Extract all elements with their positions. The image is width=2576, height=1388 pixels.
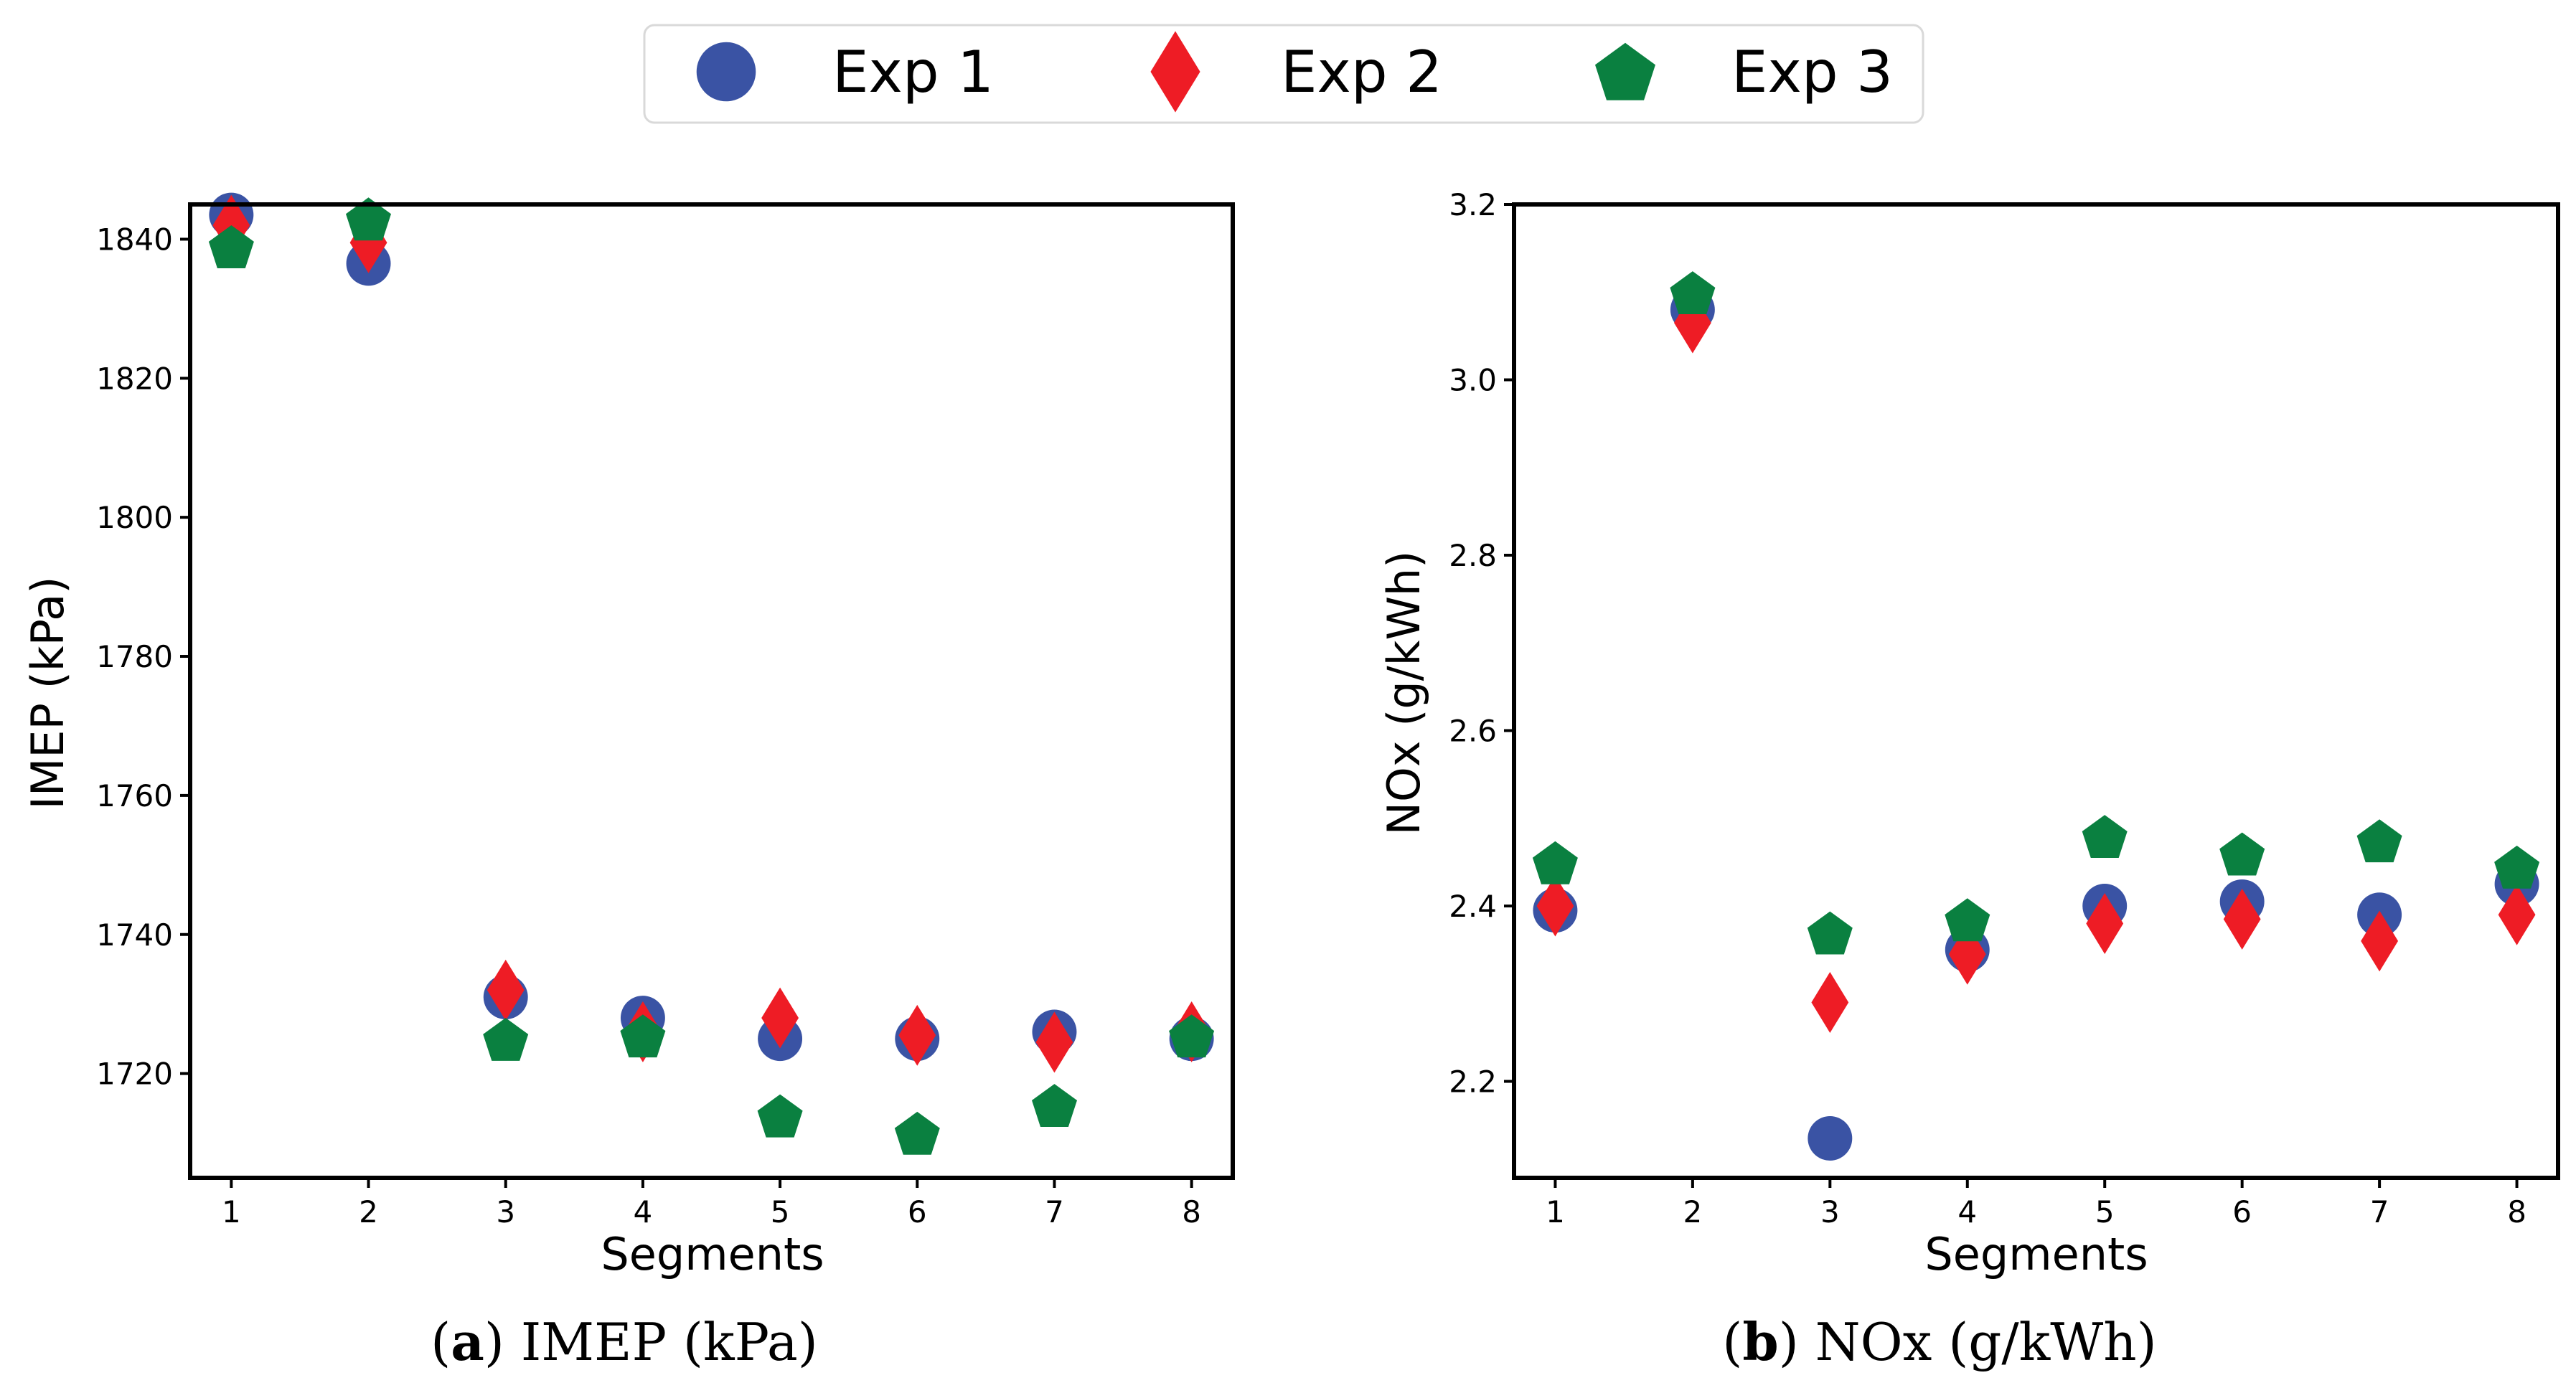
imep-x-axis-title: Segments [601, 1228, 824, 1280]
imep-x-tick-label: 2 [359, 1194, 378, 1229]
nox-point-exp2-seg6 [2223, 888, 2261, 950]
nox-x-tick-label: 5 [2095, 1194, 2115, 1229]
imep-x-tick-label: 1 [222, 1194, 241, 1229]
imep-y-tick-label: 1780 [96, 639, 173, 674]
nox-point-exp1-seg3 [1808, 1116, 1853, 1161]
legend-label-exp2: Exp 2 [1281, 39, 1442, 105]
imep-point-exp3-seg1 [208, 225, 254, 268]
legend-diamond-icon [1150, 31, 1200, 113]
imep-point-exp3-seg3 [483, 1018, 529, 1061]
nox-point-exp3-seg1 [1532, 841, 1578, 884]
imep-y-tick-label: 1760 [96, 778, 173, 813]
nox-x-tick-label: 3 [1820, 1194, 1840, 1229]
nox-point-exp2-seg8 [2498, 884, 2536, 945]
imep-x-tick-label: 6 [908, 1194, 927, 1229]
imep-point-exp3-seg8 [1169, 1014, 1215, 1058]
imep-x-tick-label: 4 [634, 1194, 653, 1229]
imep-caption-text: IMEP (kPa) [504, 1312, 818, 1372]
legend-pentagon-icon [1595, 42, 1655, 100]
nox-y-axis-title: NOx (g/kWh) [1378, 551, 1430, 836]
nox-x-tick-label: 6 [2232, 1194, 2252, 1229]
nox-point-exp3-seg2 [1670, 271, 1716, 314]
nox-y-tick-label: 3.0 [1449, 363, 1497, 398]
imep-x-tick-label: 7 [1045, 1194, 1064, 1229]
imep-point-exp3-seg2 [346, 197, 391, 241]
nox-point-exp3-seg5 [2082, 815, 2128, 858]
nox-point-exp2-seg3 [1811, 972, 1849, 1033]
nox-y-tick-label: 2.6 [1449, 714, 1497, 749]
nox-point-exp3-seg8 [2494, 845, 2540, 889]
legend: Exp 1 Exp 2 Exp 3 [643, 24, 1924, 124]
imep-point-exp2-seg6 [898, 1004, 936, 1066]
nox-point-exp2-seg7 [2361, 910, 2399, 972]
imep-x-tick-label: 8 [1182, 1194, 1201, 1229]
imep-y-tick-label: 1840 [96, 222, 173, 257]
imep-y-axis-title: IMEP (kPa) [22, 577, 74, 810]
nox-x-tick-label: 1 [1546, 1194, 1565, 1229]
nox-point-exp3-seg4 [1945, 898, 1990, 942]
imep-caption-letter: a [451, 1311, 484, 1372]
imep-point-exp2-seg3 [486, 959, 525, 1021]
legend-marker-exp1 [696, 42, 756, 102]
imep-point-exp3-seg7 [1032, 1084, 1077, 1127]
legend-box [643, 24, 1924, 124]
legend-marker-exp2 [1150, 31, 1200, 113]
imep-x-tick-label: 5 [771, 1194, 790, 1229]
nox-axes-frame [1512, 202, 2560, 1180]
nox-y-tick-label: 2.2 [1449, 1064, 1497, 1100]
nox-x-axis-title: Segments [1924, 1228, 2148, 1280]
imep-axes-frame [188, 202, 1235, 1180]
nox-y-tick-label: 2.4 [1449, 889, 1497, 924]
legend-circle-icon [696, 42, 756, 102]
imep-y-tick-label: 1740 [96, 917, 173, 953]
imep-point-exp2-seg7 [1035, 1011, 1073, 1073]
imep-point-exp3-seg6 [894, 1111, 940, 1155]
nox-x-tick-label: 2 [1683, 1194, 1703, 1229]
nox-x-tick-label: 7 [2370, 1194, 2389, 1229]
chart-nox: 1 2 3 4 5 6 7 8 2.2 2.4 2.6 2.8 3.0 3.2 NOx (g/kWh) S… [1378, 187, 2560, 1372]
imep-point-exp2-seg5 [761, 987, 799, 1049]
nox-caption: (b) NOx (g/kWh) [1722, 1311, 2156, 1372]
nox-point-exp3-seg6 [2219, 832, 2265, 876]
imep-x-tick-label: 3 [496, 1194, 515, 1229]
nox-x-tick-label: 4 [1957, 1194, 1977, 1229]
nox-point-exp2-seg1 [1536, 875, 1574, 937]
nox-x-tick-label: 8 [2507, 1194, 2526, 1229]
nox-plot-area: 1 2 3 4 5 6 7 8 2.2 2.4 2.6 2.8 3.0 3.2 [1449, 187, 2560, 1229]
legend-label-exp1: Exp 1 [832, 39, 994, 105]
nox-caption-text: NOx (g/kWh) [1799, 1312, 2157, 1372]
imep-point-exp3-seg5 [757, 1094, 803, 1138]
imep-plot-area: 1 2 3 4 5 6 7 8 1720 1740 1760 1780 1800 1820 1840 [96, 192, 1235, 1229]
nox-point-exp3-seg7 [2356, 819, 2402, 863]
legend-label-exp3: Exp 3 [1731, 39, 1893, 105]
nox-point-exp2-seg5 [2086, 892, 2124, 954]
chart-imep: 1 2 3 4 5 6 7 8 1720 1740 1760 1780 1800 1820 1840 IME… [22, 192, 1235, 1372]
imep-y-tick-label: 1800 [96, 500, 173, 535]
imep-point-exp3-seg4 [620, 1014, 666, 1058]
nox-caption-letter: b [1742, 1311, 1778, 1372]
legend-marker-exp3 [1595, 42, 1655, 100]
nox-y-tick-label: 2.8 [1449, 538, 1497, 573]
imep-y-tick-label: 1820 [96, 361, 173, 396]
nox-y-tick-label: 3.2 [1449, 187, 1497, 222]
imep-caption: (a) IMEP (kPa) [431, 1311, 818, 1372]
imep-y-tick-label: 1720 [96, 1057, 173, 1092]
nox-point-exp3-seg3 [1807, 911, 1853, 955]
